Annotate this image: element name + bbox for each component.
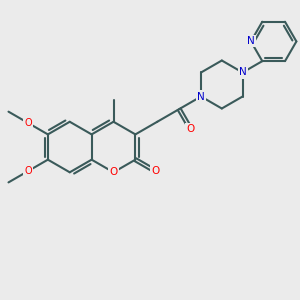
- Text: N: N: [197, 92, 205, 101]
- Text: N: N: [247, 36, 255, 46]
- Text: O: O: [24, 166, 32, 176]
- Text: O: O: [186, 124, 195, 134]
- Text: O: O: [110, 167, 118, 177]
- Text: O: O: [151, 166, 159, 176]
- Text: N: N: [239, 68, 247, 77]
- Text: O: O: [24, 118, 32, 128]
